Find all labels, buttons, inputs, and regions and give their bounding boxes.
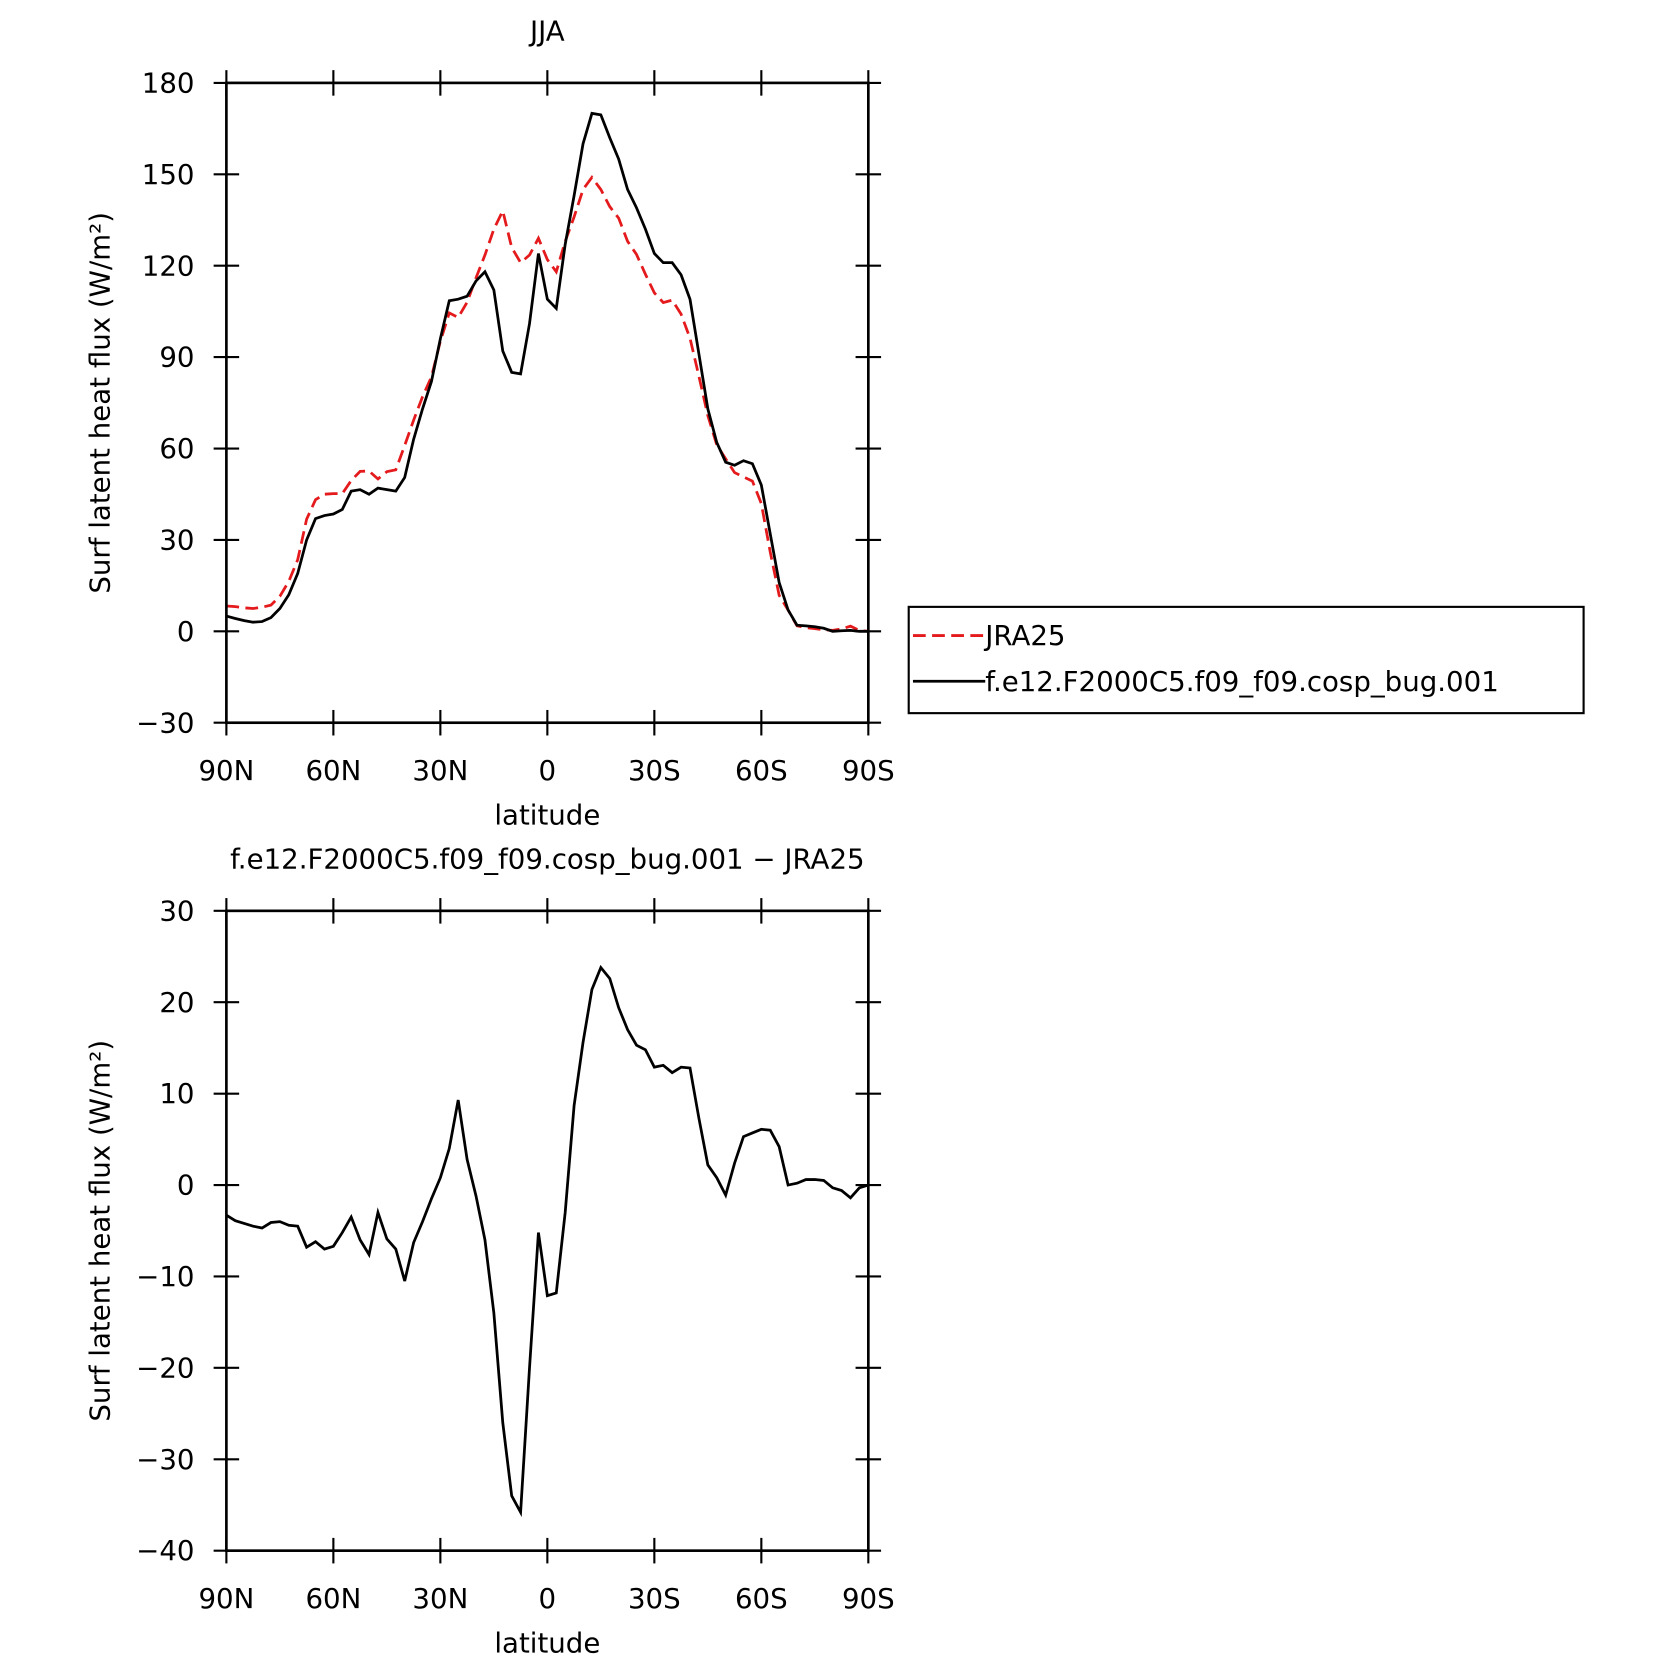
chart-title: JJA: [528, 14, 565, 47]
y-tick-label: 0: [177, 1169, 195, 1202]
y-tick-label: 60: [159, 432, 194, 465]
y-tick-label: 150: [142, 158, 195, 191]
x-axis-label: latitude: [494, 1627, 600, 1658]
y-tick-label: −40: [136, 1534, 194, 1567]
legend-label: f.e12.F2000C5.f09_f09.cosp_bug.001: [985, 665, 1499, 698]
y-axis-label: Surf latent heat flux (W/m²): [83, 212, 116, 594]
x-tick-label: 30N: [412, 1582, 468, 1615]
y-tick-label: 30: [159, 523, 194, 556]
x-tick-label: 60N: [305, 1582, 361, 1615]
data-line: [226, 111, 869, 633]
x-tick-label: 90N: [198, 1582, 254, 1615]
y-tick-label: 30: [159, 894, 194, 927]
x-tick-label: 90S: [842, 754, 895, 787]
x-tick-label: 30S: [628, 1582, 681, 1615]
x-tick-label: 60S: [735, 754, 788, 787]
y-tick-label: 90: [159, 341, 194, 374]
y-tick-label: 10: [159, 1077, 194, 1110]
data-line: [226, 175, 869, 633]
x-tick-label: 90S: [842, 1582, 895, 1615]
x-tick-label: 90N: [198, 754, 254, 787]
x-tick-label: 60N: [305, 754, 361, 787]
legend-box: [907, 605, 1585, 715]
y-axis-label: Surf latent heat flux (W/m²): [83, 1040, 116, 1422]
x-tick-label: 30N: [412, 754, 468, 787]
data-line: [225, 964, 869, 1518]
x-axis-label: latitude: [494, 799, 600, 832]
y-tick-label: 0: [177, 615, 195, 648]
y-tick-label: 120: [142, 249, 195, 282]
legend-label: JRA25: [983, 619, 1065, 652]
x-tick-label: 0: [539, 1582, 557, 1615]
y-tick-label: 20: [159, 986, 194, 1019]
y-tick-label: 180: [142, 66, 195, 99]
chart-title: f.e12.F2000C5.f09_f09.cosp_bug.001 − JRA…: [230, 842, 865, 875]
y-tick-label: −10: [136, 1260, 194, 1293]
plot-frame: [225, 81, 870, 725]
y-tick-label: −30: [136, 1443, 194, 1476]
plot-frame: [225, 909, 870, 1552]
x-tick-label: 60S: [735, 1582, 788, 1615]
y-tick-label: −30: [136, 706, 194, 739]
y-tick-label: −20: [136, 1351, 194, 1384]
x-tick-label: 0: [539, 754, 557, 787]
x-tick-label: 30S: [628, 754, 681, 787]
